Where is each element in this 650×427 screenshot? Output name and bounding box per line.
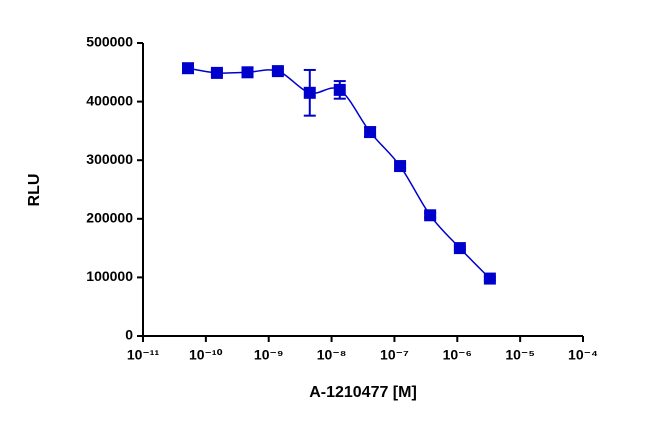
point [210, 66, 223, 79]
point [241, 66, 254, 79]
point [394, 160, 407, 173]
y-tick-label: 100000 [86, 268, 133, 284]
x-tick-label: 10⁻⁴ [568, 347, 598, 363]
y-tick-label: 200000 [86, 210, 133, 226]
x-tick-label: 10⁻¹⁰ [189, 347, 223, 363]
x-axis-title: A-1210477 [M] [309, 384, 417, 401]
x-tick-label: 10⁻⁵ [505, 347, 535, 363]
y-tick-label: 500000 [86, 34, 133, 50]
point [453, 242, 466, 255]
point [424, 209, 437, 222]
x-tick-label: 10⁻⁷ [380, 347, 409, 363]
point [333, 83, 346, 96]
x-tick-label: 10⁻⁹ [254, 347, 284, 363]
x-tick-label: 10⁻⁶ [443, 347, 472, 363]
point [182, 62, 195, 75]
y-tick-label: 400000 [86, 92, 133, 108]
x-tick-label: 10⁻¹¹ [127, 347, 160, 363]
point [364, 126, 377, 139]
point [303, 86, 316, 99]
curve [187, 67, 491, 280]
point [483, 272, 496, 285]
y-axis-title: RLU [26, 174, 43, 207]
y-tick-label: 0 [125, 327, 133, 343]
y-tick-label: 300000 [86, 151, 133, 167]
x-tick-label: 10⁻⁸ [317, 347, 347, 363]
point [271, 65, 284, 78]
